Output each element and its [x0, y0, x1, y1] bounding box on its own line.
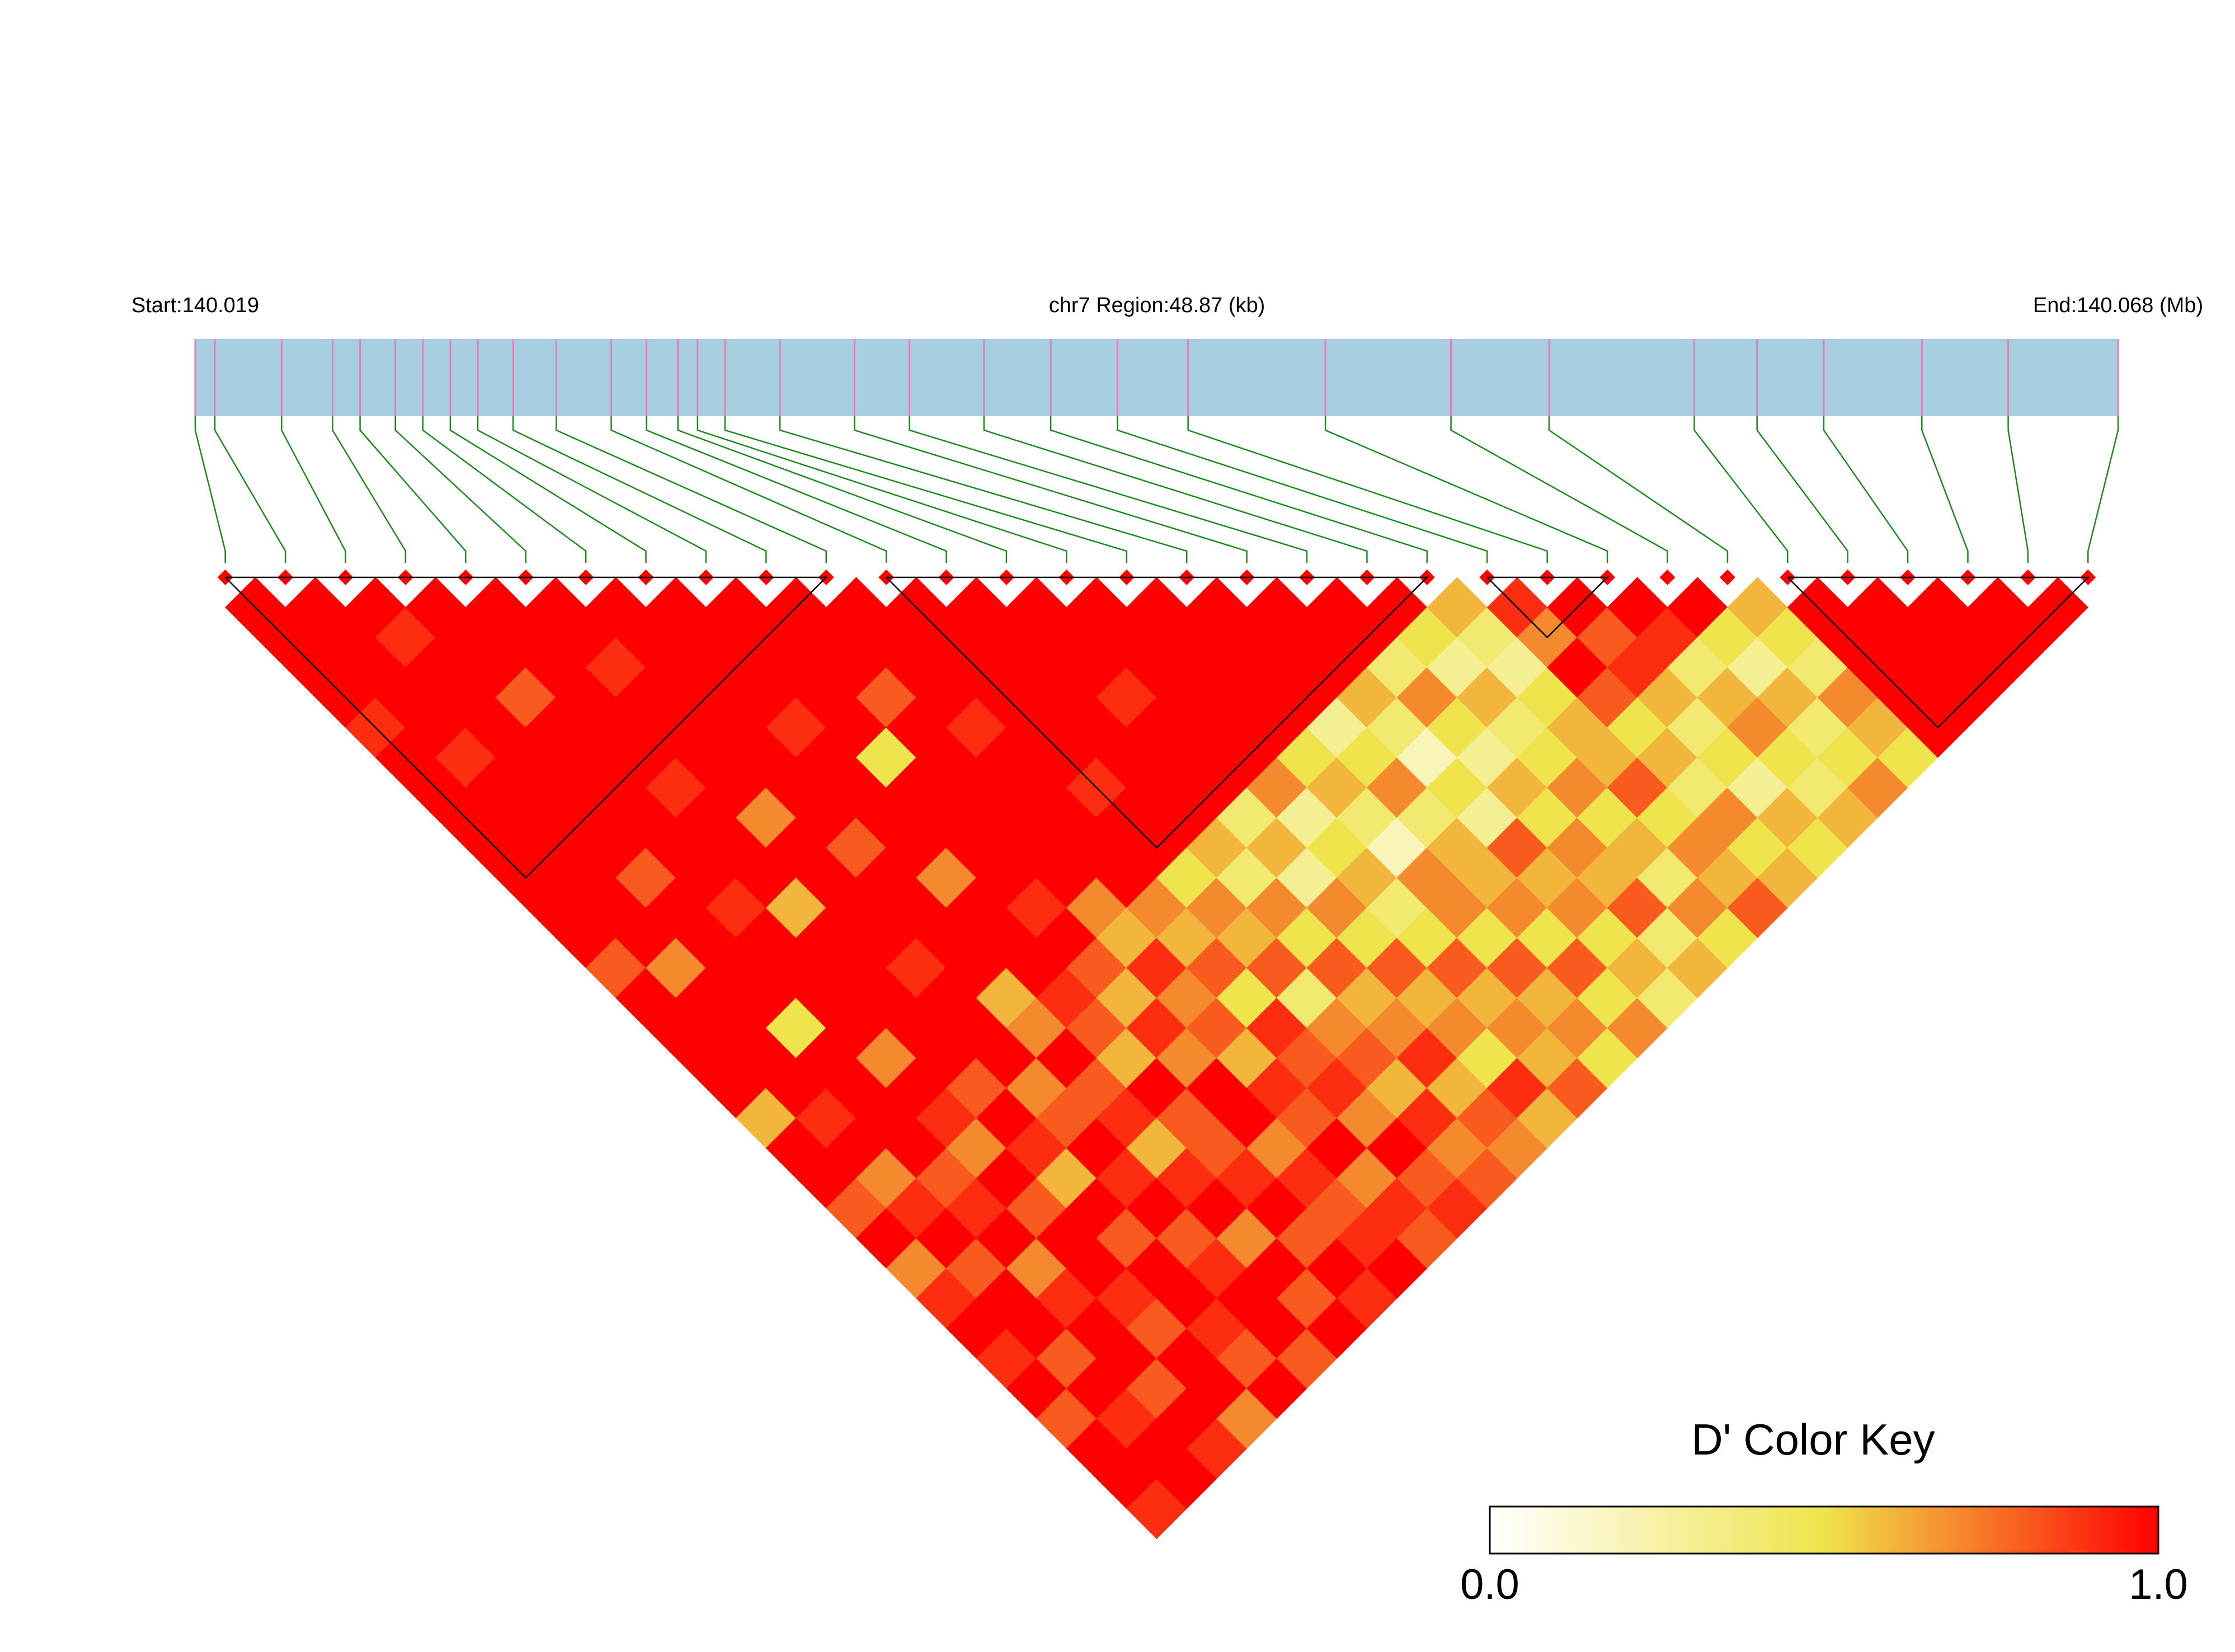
- snp-connector: [1450, 416, 1668, 563]
- region-label: chr7 Region:48.87 (kb): [1049, 294, 1265, 317]
- region-track: [195, 339, 2118, 416]
- snp-connector: [422, 416, 587, 563]
- snp-connector: [909, 416, 1308, 563]
- snp-connector: [1756, 416, 1848, 563]
- start-label: Start:140.019: [131, 294, 259, 317]
- legend-title: D' Color Key: [1691, 1415, 1935, 1464]
- snp-connector: [2087, 416, 2119, 563]
- snp-connector: [394, 416, 526, 563]
- snp-connector: [1117, 416, 1488, 563]
- snp-connector: [512, 416, 767, 563]
- snp-connector: [1050, 416, 1428, 563]
- ld-block: [1787, 576, 2090, 729]
- snp-connector: [2007, 416, 2029, 563]
- snp-connector: [477, 416, 707, 563]
- snp-connector: [724, 416, 1128, 563]
- snp-connector: [1693, 416, 1789, 563]
- snp-marker: [1719, 570, 1735, 585]
- snp-connector: [449, 416, 647, 563]
- snp-connector: [281, 416, 346, 563]
- ld-block: [886, 576, 1429, 849]
- snp-connector: [556, 416, 827, 563]
- ld-block: [224, 576, 828, 879]
- snp-connector: [646, 416, 947, 563]
- snp-connector: [1187, 416, 1548, 563]
- snp-connector: [677, 416, 1008, 563]
- snp-connector: [1823, 416, 1909, 563]
- snp-connector: [779, 416, 1188, 563]
- snp-connector: [194, 416, 226, 563]
- snp-connector: [983, 416, 1368, 563]
- ld-block: [1486, 576, 1610, 639]
- key-tick-label: 1.0: [2129, 1561, 2188, 1608]
- snp-connector: [854, 416, 1248, 563]
- snp-connector: [697, 416, 1067, 563]
- snp-connector: [214, 416, 286, 563]
- snp-marker: [1659, 570, 1676, 585]
- snp-connector: [1921, 416, 1969, 563]
- snp-connector: [610, 416, 887, 563]
- end-label: End:140.068 (Mb): [2033, 294, 2203, 317]
- snp-connector: [1548, 416, 1729, 563]
- snp-connector: [332, 416, 407, 563]
- key-tick-label: 0.0: [1460, 1561, 1519, 1608]
- snp-connector: [1324, 416, 1608, 563]
- snp-connector: [359, 416, 467, 563]
- color-key: [1489, 1505, 2159, 1555]
